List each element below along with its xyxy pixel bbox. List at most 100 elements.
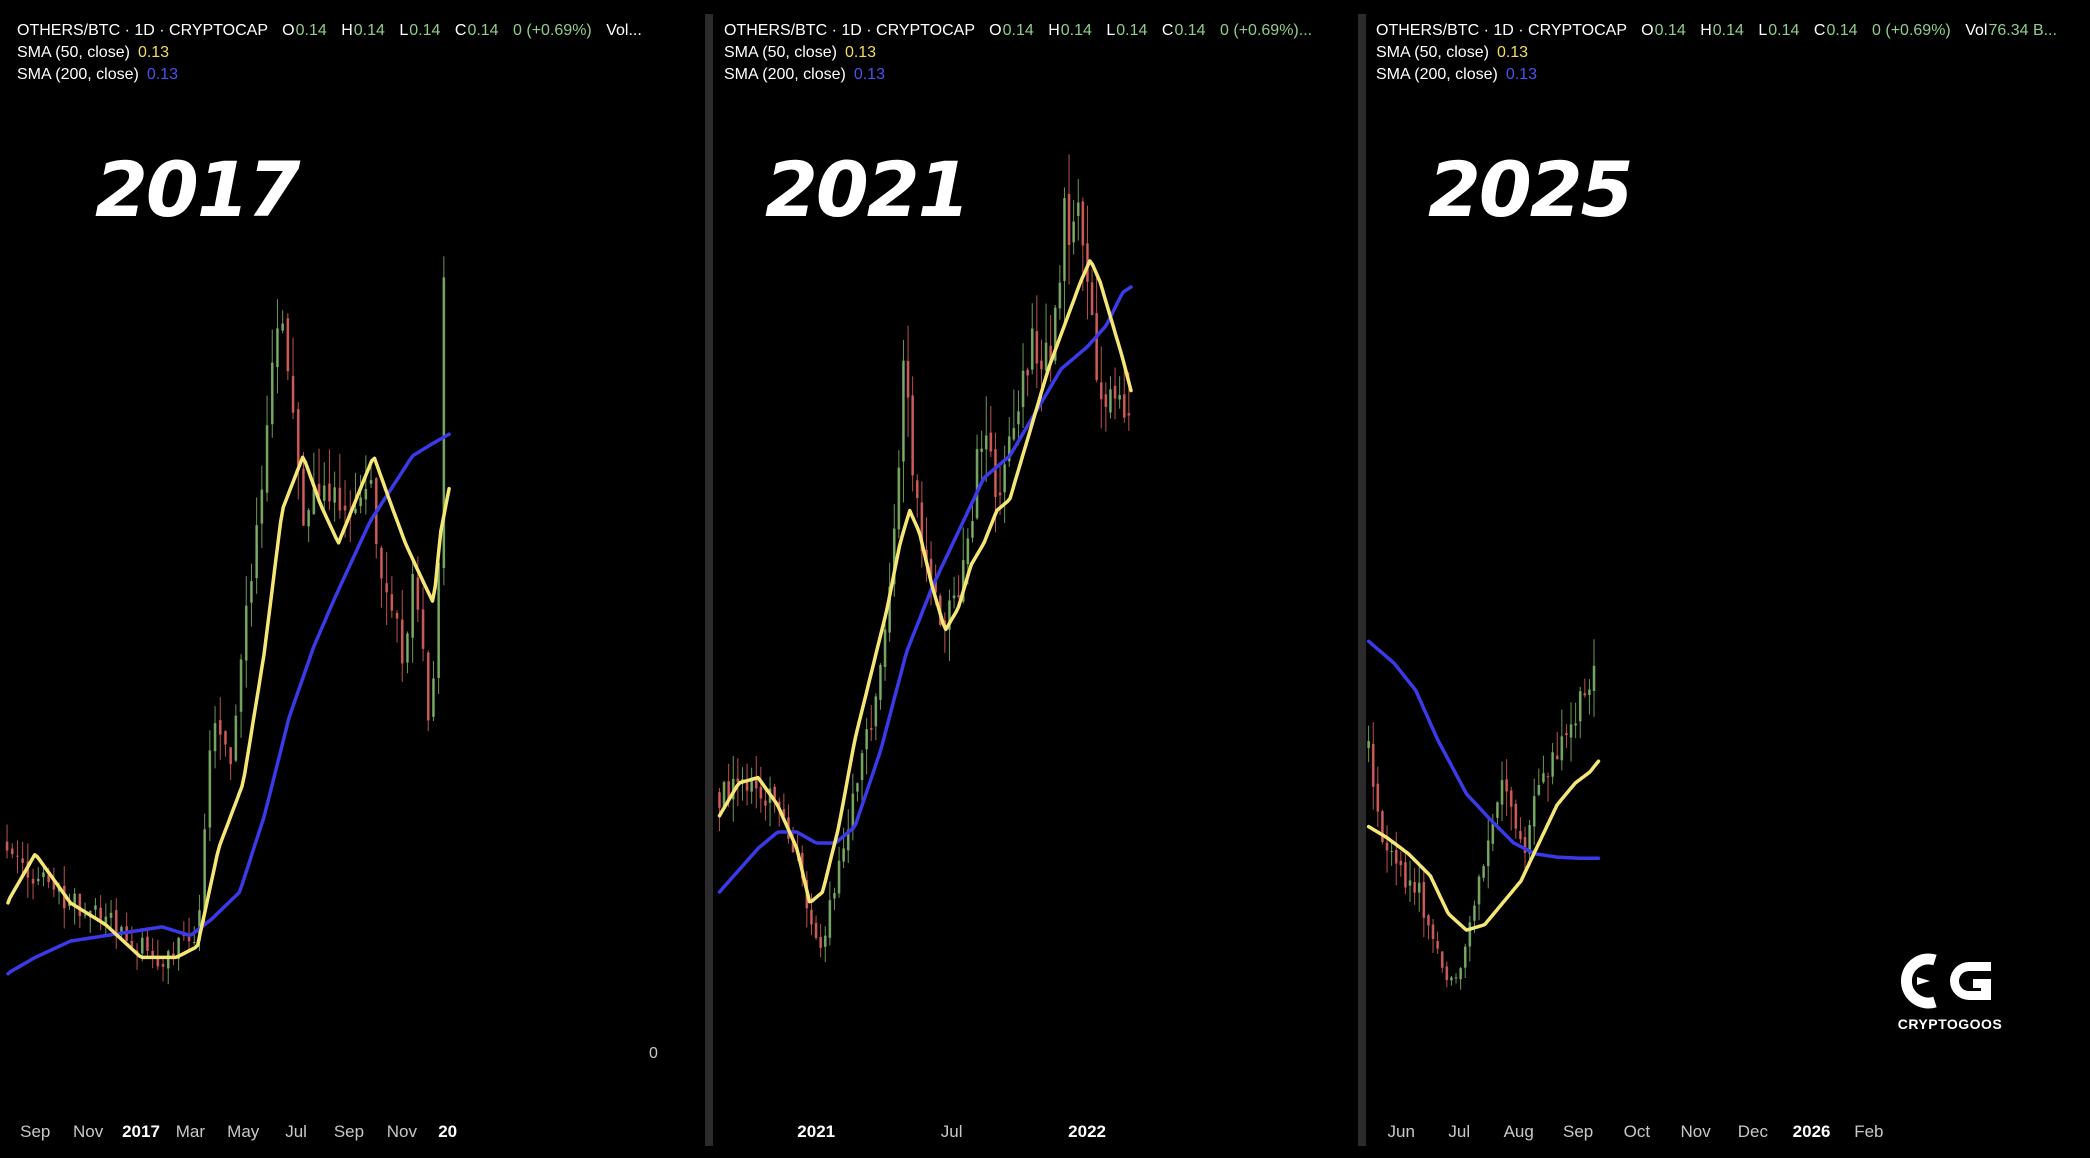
chart-panel-2025[interactable]: Jun Jul Aug Sep Oct Nov Dec 2026 Feb OTHERS/BTC … — [1365, 0, 2090, 1158]
low-value: 0.14 — [1768, 22, 1800, 39]
candle-body — [1583, 693, 1587, 696]
candle-body — [442, 277, 446, 568]
candle-body — [286, 318, 290, 372]
volume-label: Vol — [1965, 22, 1988, 39]
candle-body — [120, 926, 123, 935]
candle-body — [1399, 860, 1403, 866]
candle-body — [203, 829, 206, 910]
cryptogoos-cg-logo-icon — [1900, 953, 1991, 1009]
sma50-value: 0.13 — [137, 44, 170, 61]
candle-body — [296, 409, 300, 466]
ohlc-legend-row: OTHERS/BTC · 1D · CRYPTOCAP O0.14 H0.14 … — [17, 20, 643, 42]
candle-body — [1569, 724, 1573, 738]
candle-body — [948, 600, 951, 630]
candle-body — [851, 793, 855, 831]
candle-body — [276, 328, 279, 368]
candle-body — [1081, 201, 1085, 246]
chart-legend: OTHERS/BTC · 1D · CRYPTOCAP O0.14 H0.14 … — [1376, 20, 2057, 86]
candle-body — [1035, 331, 1039, 364]
cryptogoos-logo: CRYPTOGOOS — [1880, 950, 2020, 1040]
candle-body — [1058, 282, 1062, 309]
sma200-legend-row[interactable]: SMA (200, close) 0.13 — [724, 64, 1312, 86]
chart-legend: OTHERS/BTC · 1D · CRYPTOCAP O0.14 H0.14 … — [17, 20, 643, 86]
candle-body — [47, 874, 50, 883]
sma200-label: SMA (200, close) — [17, 66, 139, 83]
candle-body — [1413, 882, 1416, 893]
sma50-line[interactable] — [1366, 759, 1601, 932]
candle-body — [810, 909, 813, 925]
sma50-legend-row[interactable]: SMA (50, close) 0.13 — [17, 42, 643, 64]
close-value: 0.14 — [467, 22, 499, 39]
open-value: 0.14 — [1002, 22, 1034, 39]
candle-body — [78, 893, 82, 916]
chart-plot-2021[interactable]: 2021 Jul 2022 — [713, 0, 1358, 1158]
sma50-legend-row[interactable]: SMA (50, close) 0.13 — [1376, 42, 2057, 64]
candle-body — [1445, 966, 1449, 981]
candle-body — [192, 941, 196, 943]
candle-body — [1394, 850, 1398, 864]
candle-body — [777, 801, 781, 807]
chart-panel-2017[interactable]: Sep Nov 2017 Mar May Jul Sep Nov 20 OTHERS/BTC ·… — [0, 0, 705, 1158]
chart-plot-2025[interactable]: Jun Jul Aug Sep Oct Nov Dec 2026 Feb — [1365, 0, 2090, 1158]
x-tick-label: 2022 — [1068, 1122, 1106, 1141]
chart-panel-2021[interactable]: 2021 Jul 2022 OTHERS/BTC · 1D · CRYPTOCAP … — [713, 0, 1358, 1158]
panel-divider[interactable] — [705, 14, 713, 1146]
x-tick-label: 2017 — [122, 1122, 160, 1141]
candle-body — [1371, 743, 1375, 787]
candle-body — [265, 425, 269, 493]
sma50-legend-row[interactable]: SMA (50, close) 0.13 — [724, 42, 1312, 64]
symbol-title[interactable]: OTHERS/BTC · 1D · CRYPTOCAP — [724, 22, 975, 39]
sma50-line[interactable] — [6, 455, 451, 960]
sma200-legend-row[interactable]: SMA (200, close) 0.13 — [1376, 64, 2057, 86]
chart-plot-2017[interactable]: Sep Nov 2017 Mar May Jul Sep Nov 20 — [0, 0, 705, 1158]
candles — [1367, 639, 1596, 990]
candle-body — [1560, 736, 1564, 761]
sma200-line[interactable] — [6, 432, 451, 976]
price-axis-zero-label: 0 — [649, 1045, 658, 1062]
candle-body — [842, 848, 845, 862]
candle-body — [1003, 464, 1006, 493]
candle-body — [156, 956, 160, 967]
candle-body — [1049, 345, 1052, 364]
candle-body — [426, 652, 430, 721]
candle-body — [782, 809, 786, 817]
sma200-value: 0.13 — [146, 66, 178, 83]
candle-body — [36, 878, 40, 882]
candle-body — [879, 664, 882, 700]
candle-body — [754, 778, 758, 789]
close-label: C — [1161, 22, 1174, 39]
candle-body — [437, 562, 440, 678]
symbol-title[interactable]: OTHERS/BTC · 1D · CRYPTOCAP — [1376, 22, 1627, 39]
panel-divider[interactable] — [1358, 14, 1366, 1146]
sma200-legend-row[interactable]: SMA (200, close) 0.13 — [17, 64, 643, 86]
x-tick-label: Jul — [285, 1122, 307, 1141]
candle-body — [1053, 307, 1057, 361]
sma50-line[interactable] — [717, 259, 1133, 904]
close-label: C — [1813, 22, 1826, 39]
candle-body — [1063, 198, 1066, 281]
sma200-line[interactable] — [717, 285, 1133, 894]
sma200-label: SMA (200, close) — [1376, 66, 1498, 83]
candle-body — [213, 723, 217, 752]
candle-body — [359, 497, 362, 507]
candle-body — [1542, 773, 1545, 783]
open-label: O — [282, 22, 295, 39]
candle-body — [146, 936, 149, 951]
candle-body — [722, 782, 726, 809]
candle-body — [860, 753, 864, 781]
sma200-line[interactable] — [1366, 639, 1601, 860]
candle-body — [952, 595, 956, 599]
candle-body — [172, 953, 175, 958]
symbol-title[interactable]: OTHERS/BTC · 1D · CRYPTOCAP — [17, 22, 268, 39]
candle-body — [198, 910, 201, 942]
candle-body — [1408, 880, 1412, 886]
candle-body — [333, 487, 336, 503]
logo-text: CRYPTOGOOS — [1897, 1016, 2003, 1032]
candle-body — [1122, 394, 1126, 418]
candle-body — [1551, 752, 1554, 777]
ohlc-legend-row: OTHERS/BTC · 1D · CRYPTOCAP O0.14 H0.14 … — [1376, 20, 2057, 42]
x-tick-label: 2021 — [797, 1122, 835, 1141]
candle-body — [1528, 825, 1531, 854]
candle-body — [239, 659, 243, 712]
candle-body — [1496, 802, 1499, 818]
